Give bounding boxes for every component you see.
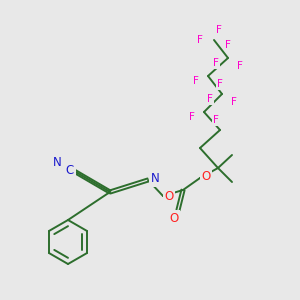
Text: N: N	[151, 172, 159, 185]
Text: F: F	[216, 25, 222, 35]
Text: F: F	[217, 79, 223, 89]
Text: F: F	[213, 58, 219, 68]
Text: C: C	[66, 164, 74, 178]
Text: N: N	[52, 157, 62, 169]
Text: F: F	[189, 112, 195, 122]
Text: F: F	[197, 35, 203, 45]
Text: O: O	[201, 169, 211, 182]
Text: F: F	[213, 115, 219, 125]
Text: O: O	[164, 190, 174, 202]
Text: F: F	[225, 40, 231, 50]
Text: F: F	[207, 94, 213, 104]
Text: F: F	[193, 76, 199, 86]
Text: F: F	[231, 97, 237, 107]
Text: F: F	[237, 61, 243, 71]
Text: O: O	[169, 212, 178, 224]
